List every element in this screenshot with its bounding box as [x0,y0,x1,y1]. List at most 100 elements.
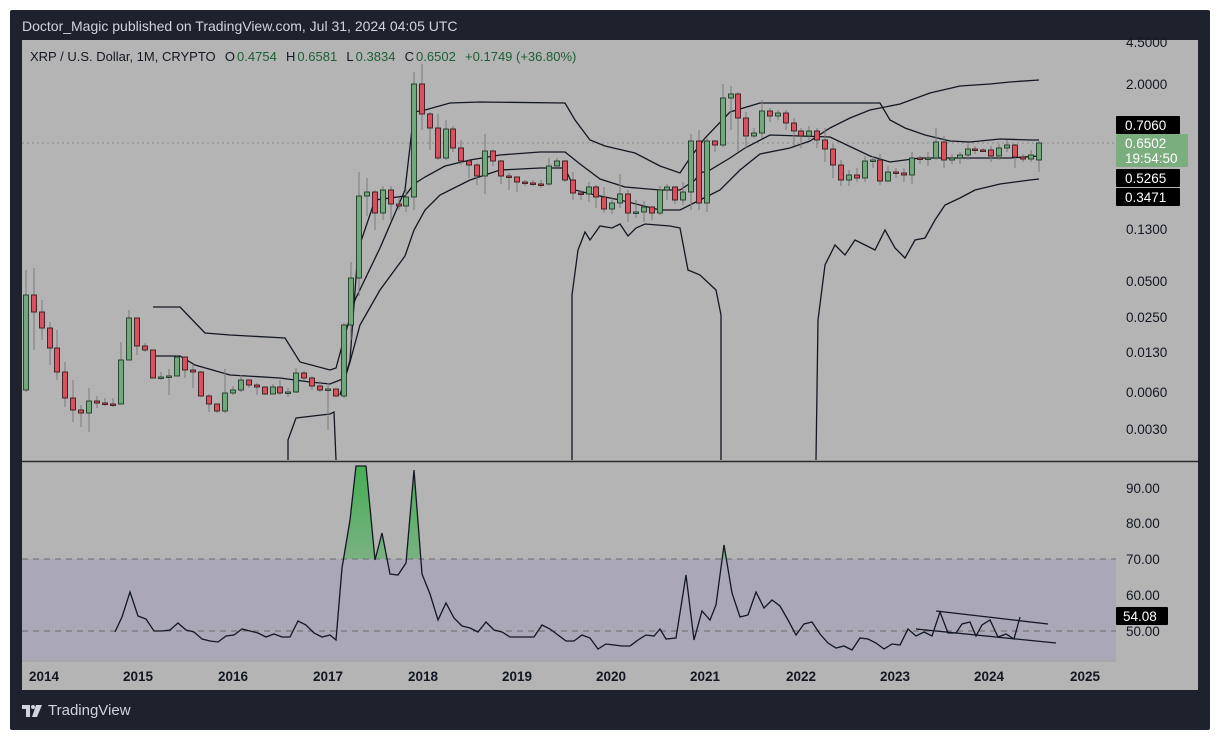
candle [238,375,244,392]
candle [570,172,576,200]
candle [680,182,686,205]
year-tick-label: 2022 [786,669,816,684]
candle [854,168,860,182]
year-tick-label: 2015 [123,669,154,684]
bands-overlay [153,79,1040,461]
rsi-tick-label: 50.00 [1126,624,1160,639]
candle [54,330,60,380]
candle [862,156,868,182]
year-tick-label: 2017 [313,669,343,684]
candle [396,198,402,210]
year-tick-label: 2025 [1070,669,1101,684]
candle [980,148,986,152]
lower-band4-line [815,178,1040,461]
rsi-trendline[interactable] [915,628,1057,644]
candle [317,381,323,392]
price-tick-label: 0.0500 [1126,274,1167,289]
candle [578,190,584,200]
candle [174,355,180,377]
candle [672,186,678,204]
candle [134,317,140,355]
rsi-tick-label: 60.00 [1126,588,1160,603]
candle [664,184,670,200]
candle [696,130,702,210]
candle [712,140,718,152]
candle [182,356,188,378]
bar-countdown: 19:54:50 [1125,151,1178,166]
price-tick-label: 0.1300 [1126,222,1167,237]
year-tick-label: 2014 [29,669,60,684]
candle [783,110,789,130]
candle [877,154,883,185]
candle [388,186,394,220]
candle [728,86,734,130]
candle [47,322,53,365]
candle [838,160,844,186]
candle [514,176,520,192]
candle [246,379,252,388]
brand-name: TradingView [48,702,131,719]
candle [411,72,417,210]
candle [150,349,156,379]
candle [309,376,315,390]
candle [1004,140,1010,152]
candle [625,190,631,222]
rsi-trendline[interactable] [935,610,1049,625]
price-tick-label: 4.5000 [1126,35,1167,50]
candle [427,112,433,150]
candle [110,398,116,407]
candle [901,168,907,182]
candle [688,134,694,210]
year-tick-label: 2018 [408,669,439,684]
candle [190,365,196,388]
candle [767,108,773,122]
candle [31,268,37,350]
candle [562,160,568,182]
candle [94,396,100,408]
candle [775,110,781,120]
candle [554,158,560,167]
symbol-name[interactable]: XRP / U.S. Dollar, 1M, CRYPTO [30,49,216,64]
lower-band2-line [339,79,1040,396]
candle [293,368,299,393]
candle [830,144,836,178]
candle [214,403,220,413]
year-tick-label: 2019 [502,669,532,684]
candle [941,136,947,168]
candle [538,180,544,188]
candle [965,144,971,160]
candle [490,150,496,166]
candle [1036,141,1042,172]
high-value: 0.6581 [297,49,338,64]
candle [142,343,148,352]
candle [822,128,828,162]
candle [118,342,124,405]
tradingview-brand[interactable]: TradingView [22,702,131,719]
candle [586,182,592,202]
candle [720,84,726,147]
candle [78,405,84,427]
candle [657,186,663,215]
price-tick-label: 0.0030 [1126,422,1167,437]
candle [641,201,647,222]
price-level-badge [1116,169,1180,187]
candle [62,362,68,407]
candle [262,386,268,395]
candle [270,384,276,395]
candle [751,128,757,138]
candles [23,64,1042,432]
upper-band-line [153,101,1039,371]
price-axis[interactable]: 4.5000 2.0000 0.1300 0.0500 0.0250 0.0130 0.00… [1116,35,1188,437]
close-label: C [404,49,415,64]
candle [814,128,820,148]
candle [1012,144,1018,168]
candle [1028,150,1034,162]
candle [530,180,536,186]
candle [972,146,978,154]
time-axis[interactable]: 2014 2015 2016 2017 2018 2019 2020 2021 2022 2023… [29,669,1101,684]
candle [609,197,615,214]
candle [735,92,741,152]
